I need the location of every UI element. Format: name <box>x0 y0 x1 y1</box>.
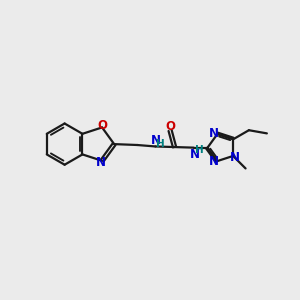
Text: H: H <box>156 140 165 149</box>
Text: N: N <box>190 148 200 160</box>
Text: O: O <box>97 119 107 133</box>
Text: N: N <box>209 155 219 169</box>
Text: N: N <box>96 156 106 169</box>
Text: H: H <box>195 145 204 155</box>
Text: N: N <box>209 127 219 140</box>
Text: N: N <box>230 151 240 164</box>
Text: O: O <box>165 120 175 133</box>
Text: N: N <box>151 134 161 147</box>
